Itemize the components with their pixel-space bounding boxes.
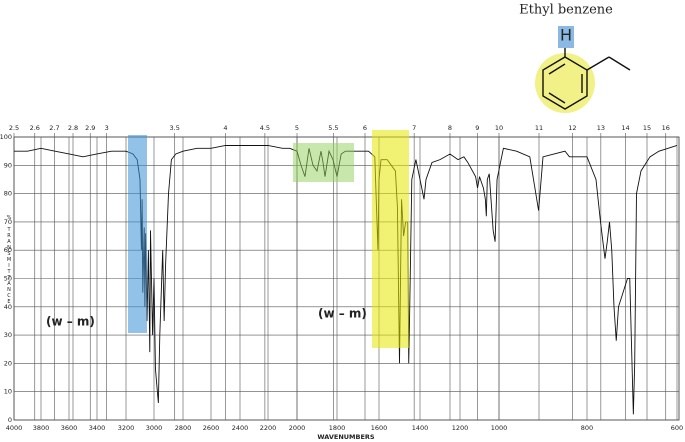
x2-tick-label: 13 (597, 124, 605, 132)
x2-tick-label: 5 (295, 124, 299, 132)
x2-tick-label: 4 (223, 124, 227, 132)
y-tick-label: 20 (4, 359, 12, 367)
x-tick-label: 1400 (412, 424, 429, 432)
molecule (542, 48, 631, 110)
x-axis-label: WAVENUMBERS (317, 433, 375, 441)
y-tick-label: 60 (4, 246, 12, 254)
highlight-ring (372, 130, 409, 348)
annotation: (w – m) (46, 315, 95, 329)
x2-tick-label: 15 (643, 124, 651, 132)
annotation: (w – m) (318, 307, 367, 321)
x-tick-label: 3600 (61, 424, 78, 432)
x2-tick-label: 8 (448, 124, 452, 132)
y-tick-label: 100 (0, 133, 12, 141)
x2-tick-label: 3.5 (170, 124, 180, 132)
ring-highlight (535, 53, 595, 113)
x2-tick-label: 4.5 (260, 124, 270, 132)
x-tick-label: 800 (581, 424, 593, 432)
x2-tick-label: 7 (412, 124, 416, 132)
x-tick-label: 3000 (146, 424, 163, 432)
chart-title: Ethyl benzene (519, 3, 613, 18)
x-tick-label: 1200 (452, 424, 469, 432)
x-tick-label: 2000 (289, 424, 306, 432)
x-tick-label: 2200 (260, 424, 277, 432)
x-tick-label: 4000 (6, 424, 23, 432)
x2-tick-label: 2.7 (49, 124, 59, 132)
y-tick-label: 0 (8, 416, 12, 424)
y-tick-label: 30 (4, 331, 12, 339)
x2-tick-label: 6 (363, 124, 367, 132)
highlight-overtones (293, 143, 354, 182)
x2-tick-label: 12 (568, 124, 576, 132)
y-tick-label: 40 (4, 303, 12, 311)
y-tick-label: 50 (4, 275, 12, 283)
x2-tick-label: 3 (105, 124, 109, 132)
atom-label: H (560, 26, 572, 45)
y-tick-label: 10 (4, 388, 12, 396)
x2-tick-label: 5.5 (328, 124, 338, 132)
x-tick-label: 2800 (175, 424, 192, 432)
x-tick-label: 3400 (89, 424, 106, 432)
x2-tick-label: 10 (495, 124, 503, 132)
highlight-ch-aromatic (128, 135, 147, 333)
x2-tick-label: 16 (662, 124, 670, 132)
x2-tick-label: 2.9 (85, 124, 95, 132)
x-tick-label: 2400 (232, 424, 249, 432)
y-tick-label: 80 (4, 190, 12, 198)
x-tick-label: 3800 (33, 424, 50, 432)
y-tick-label: 70 (4, 218, 12, 226)
y-tick-label: 90 (4, 161, 12, 169)
x-tick-label: 3200 (118, 424, 135, 432)
x2-tick-label: 14 (621, 124, 629, 132)
x-tick-label: 1600 (371, 424, 388, 432)
x-tick-label: 1000 (491, 424, 508, 432)
x2-tick-label: 2.6 (30, 124, 40, 132)
x2-tick-label: 2.5 (9, 124, 19, 132)
x-tick-label: 2600 (203, 424, 220, 432)
x2-tick-label: 2.8 (68, 124, 78, 132)
x-tick-label: 600 (671, 424, 683, 432)
x2-tick-label: 11 (535, 124, 543, 132)
x2-tick-label: 9 (475, 124, 479, 132)
h-highlight (558, 26, 574, 48)
x-tick-label: 1800 (329, 424, 346, 432)
y-axis-label: % TRANSMITTANCE (6, 215, 12, 305)
